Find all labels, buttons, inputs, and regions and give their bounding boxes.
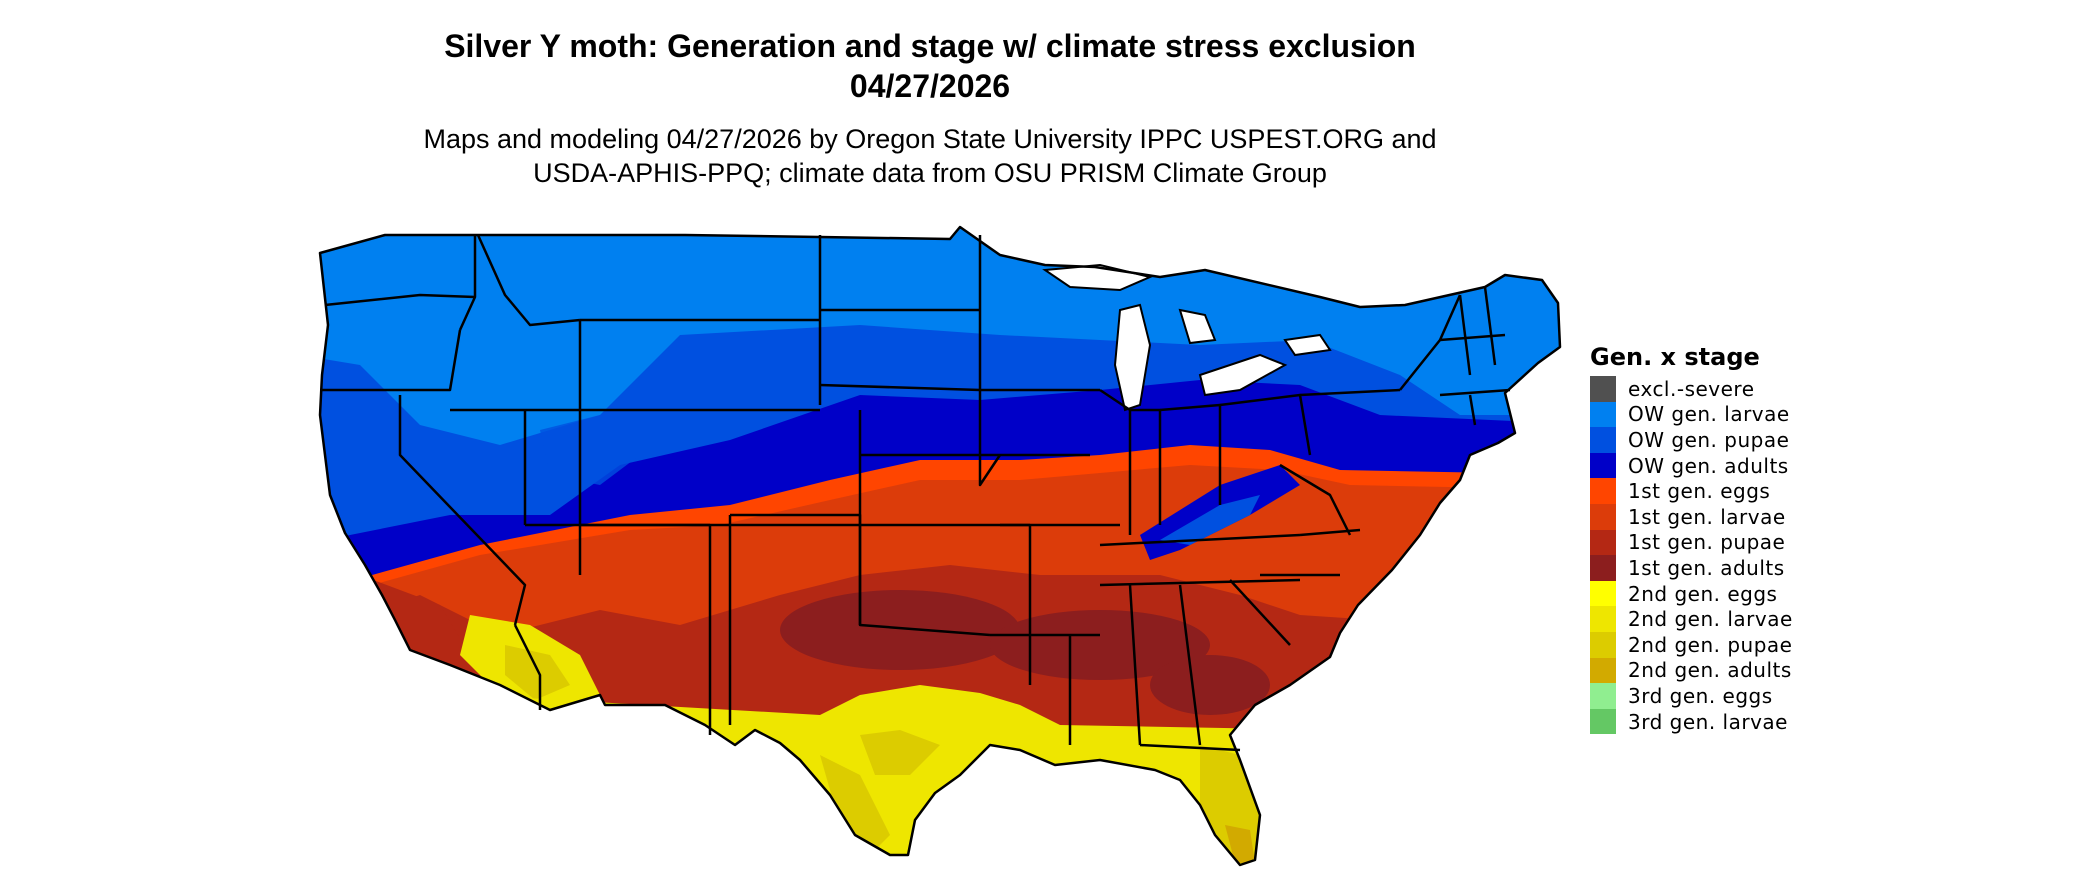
- legend-item: 3rd gen. larvae: [1590, 708, 2010, 735]
- legend-label: OW gen. pupae: [1628, 427, 1790, 452]
- map-title: Silver Y moth: Generation and stage w/ c…: [444, 28, 1416, 64]
- legend-swatch: [1590, 401, 1616, 428]
- legend: Gen. x stage excl.-severe OW gen. larvae O…: [1590, 342, 2010, 735]
- legend-label: 3rd gen. larvae: [1628, 709, 1788, 734]
- legend-label: 1st gen. larvae: [1628, 504, 1786, 529]
- legend-label: 1st gen. pupae: [1628, 530, 1786, 555]
- legend-swatch: [1590, 376, 1616, 402]
- legend-label: 1st gen. adults: [1628, 555, 1785, 580]
- legend-swatch: [1590, 478, 1616, 504]
- legend-swatch: [1590, 452, 1616, 479]
- legend-swatch: [1590, 631, 1616, 658]
- legend-item: OW gen. pupae: [1590, 427, 2010, 453]
- legend-label: 2nd gen. larvae: [1628, 607, 1793, 632]
- legend-swatch: [1590, 503, 1616, 530]
- great-lakes: [1042, 263, 1332, 412]
- legend-label: 2nd gen. eggs: [1628, 581, 1778, 606]
- map-credits-line1: Maps and modeling 04/27/2026 by Oregon S…: [423, 124, 1437, 154]
- legend-title: Gen. x stage: [1590, 343, 1760, 371]
- legend-label: OW gen. larvae: [1628, 402, 1790, 427]
- legend-swatch: [1590, 708, 1616, 735]
- legend-swatch: [1590, 606, 1616, 632]
- legend-swatch: [1590, 657, 1616, 684]
- legend-swatch: [1590, 427, 1616, 453]
- legend-item: excl.-severe: [1590, 376, 2010, 402]
- legend-swatch: [1590, 555, 1616, 581]
- legend-swatch: [1590, 529, 1616, 556]
- legend-item: 2nd gen. adults: [1590, 657, 2010, 684]
- legend-label: 3rd gen. eggs: [1628, 683, 1773, 708]
- legend-item: OW gen. adults: [1590, 452, 2010, 479]
- map-date: 04/27/2026: [849, 68, 1011, 104]
- legend-item: 1st gen. eggs: [1590, 478, 2010, 504]
- state-borders: [318, 225, 1562, 867]
- legend-item: OW gen. larvae: [1590, 401, 2010, 428]
- legend-label: excl.-severe: [1628, 376, 1755, 401]
- legend-swatch: [1590, 580, 1616, 607]
- legend-item: 3rd gen. eggs: [1590, 683, 2010, 709]
- legend-item: 2nd gen. eggs: [1590, 580, 2010, 607]
- map-credits-line2: USDA-APHIS-PPQ; climate data from OSU PR…: [533, 158, 1327, 188]
- legend-label: 2nd gen. pupae: [1628, 632, 1793, 657]
- legend-label: 2nd gen. adults: [1628, 658, 1792, 683]
- legend-item: 1st gen. pupae: [1590, 529, 2010, 556]
- legend-item: 1st gen. adults: [1590, 555, 2010, 581]
- legend-items: excl.-severe OW gen. larvae OW gen. pupae O…: [1590, 376, 2010, 735]
- legend-swatch: [1590, 683, 1616, 709]
- legend-item: 2nd gen. larvae: [1590, 606, 2010, 632]
- legend-label: OW gen. adults: [1628, 453, 1789, 478]
- legend-item: 1st gen. larvae: [1590, 503, 2010, 530]
- us-map: [300, 215, 1600, 895]
- legend-item: 2nd gen. pupae: [1590, 631, 2010, 658]
- legend-label: 1st gen. eggs: [1628, 479, 1771, 504]
